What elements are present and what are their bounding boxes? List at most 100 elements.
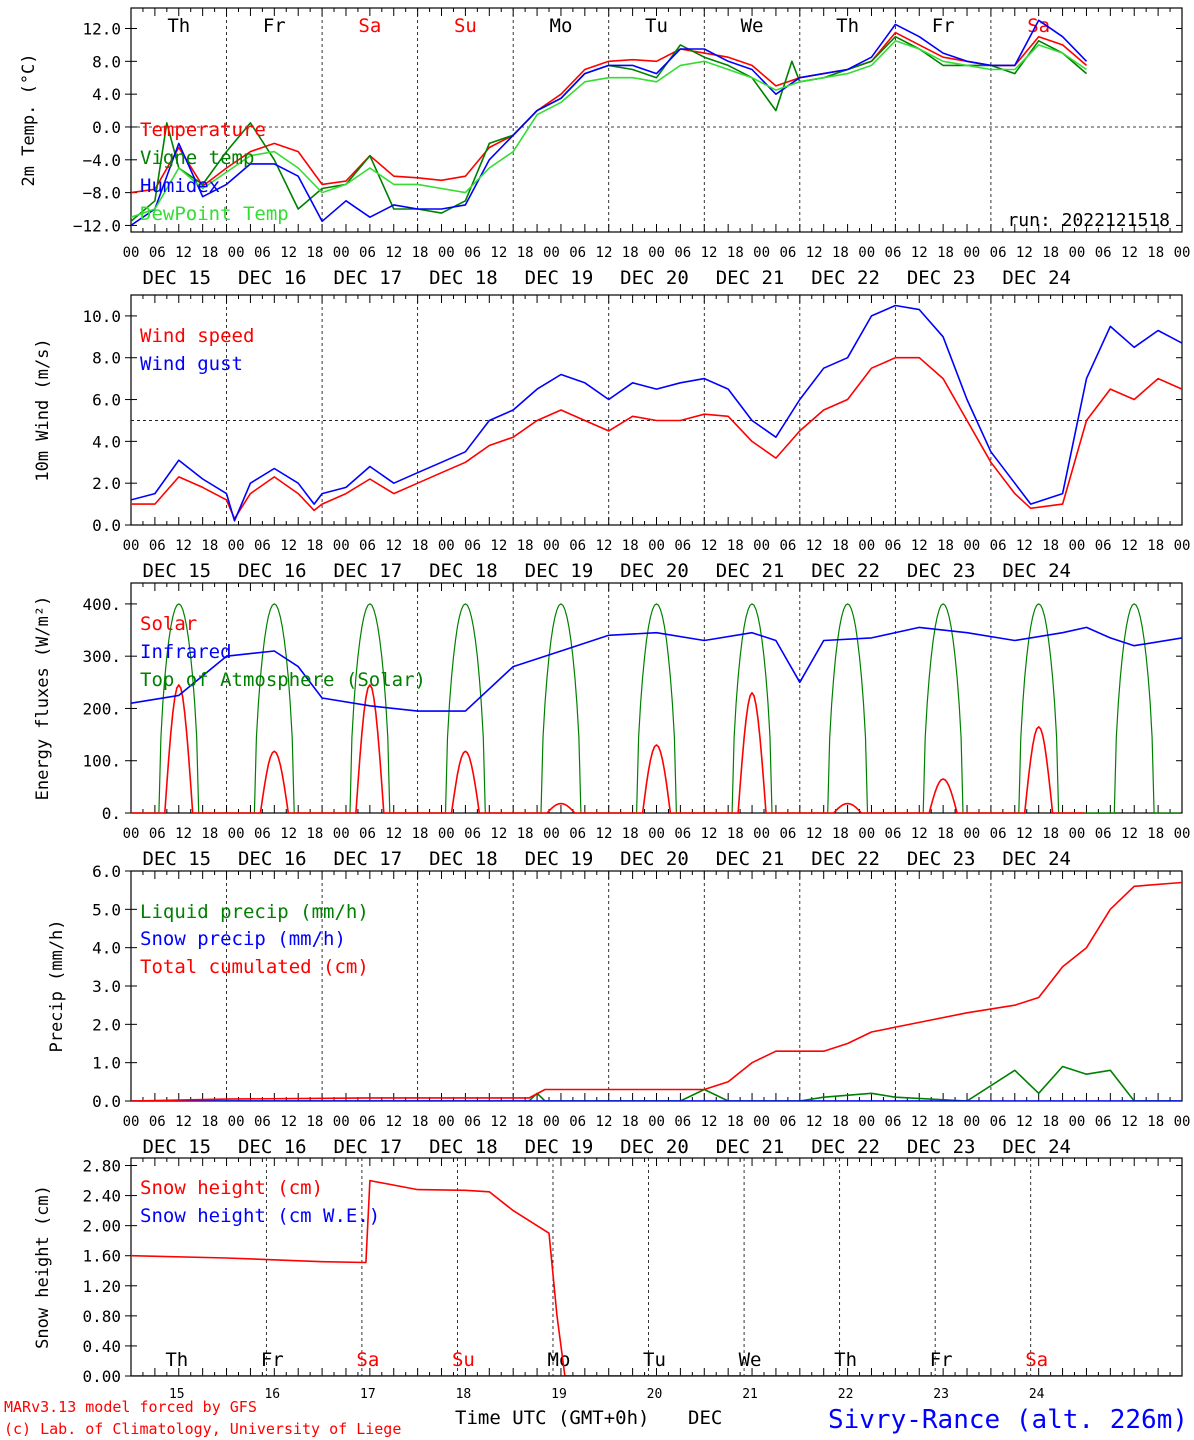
hour-tick-label: 00: [963, 245, 980, 261]
day-label: Th: [836, 15, 859, 37]
hour-tick-label: 00: [228, 826, 245, 842]
hour-tick-label: 18: [306, 538, 323, 554]
hour-tick-label: 12: [280, 538, 297, 554]
y-tick-label: 300.: [82, 647, 121, 666]
y-tick-label: 4.0: [92, 939, 121, 958]
date-label: DEC 15: [142, 848, 211, 870]
y-tick-label: 6.0: [92, 862, 121, 881]
y-tick-label: 0.0: [92, 516, 121, 535]
hour-tick-label: 18: [937, 538, 954, 554]
y-tick-label: 6.0: [92, 391, 121, 410]
date-label: DEC 16: [238, 560, 307, 582]
day-label: Su: [452, 1349, 475, 1371]
date-number-label: 17: [360, 1387, 376, 1402]
hour-tick-label: 00: [123, 826, 140, 842]
date-label: DEC 21: [716, 848, 785, 870]
y-tick-label: 2.40: [82, 1187, 121, 1206]
hour-tick-label: 00: [753, 245, 770, 261]
hour-tick-label: 00: [858, 1114, 875, 1130]
date-label: DEC 22: [811, 560, 880, 582]
y-tick-label: 2.00: [82, 1217, 121, 1236]
legend-entry: Vigne temp: [140, 147, 254, 169]
hour-tick-label: 06: [885, 538, 902, 554]
hour-tick-label: 00: [648, 245, 665, 261]
hour-tick-label: 00: [228, 245, 245, 261]
series-line: [131, 19, 1088, 227]
hour-tick-label: 18: [937, 245, 954, 261]
hour-tick-label: 18: [832, 245, 849, 261]
y-tick-label: 2.0: [92, 474, 121, 493]
hour-tick-label: 18: [201, 245, 218, 261]
hour-tick-label: 00: [123, 1114, 140, 1130]
hour-tick-label: 06: [674, 538, 691, 554]
date-label: DEC 16: [238, 267, 307, 289]
legend-entry: Snow precip (mm/h): [140, 928, 346, 950]
hour-tick-label: 12: [911, 826, 928, 842]
hour-tick-label: 00: [648, 538, 665, 554]
date-label: DEC 20: [620, 1136, 689, 1158]
date-label: DEC 23: [907, 560, 976, 582]
hour-tick-label: 12: [385, 1114, 402, 1130]
date-number-label: 18: [456, 1387, 472, 1402]
hour-tick-label: 18: [412, 538, 429, 554]
hour-tick-label: 00: [543, 538, 560, 554]
hour-tick-label: 18: [832, 826, 849, 842]
hour-tick-label: 06: [149, 538, 166, 554]
day-label: Fr: [932, 15, 955, 37]
credit-line-2: (c) Lab. of Climatology, University of L…: [4, 1420, 401, 1438]
hour-tick-label: 06: [779, 826, 796, 842]
hour-tick-label: 12: [175, 826, 192, 842]
day-label: Tu: [643, 1349, 666, 1371]
hour-tick-label: 18: [1147, 1114, 1164, 1130]
hour-tick-label: 18: [517, 245, 534, 261]
hour-tick-label: 06: [149, 826, 166, 842]
hour-tick-label: 06: [674, 826, 691, 842]
hour-tick-label: 06: [779, 1114, 796, 1130]
hour-tick-label: 06: [674, 245, 691, 261]
hour-tick-label: 18: [937, 1114, 954, 1130]
hour-tick-label: 12: [385, 245, 402, 261]
x-axis-title: Time UTC (GMT+0h): [455, 1407, 649, 1429]
credit-line-1: MARv3.13 model forced by GFS: [4, 1398, 257, 1416]
y-tick-label: 1.0: [92, 1054, 121, 1073]
legend-entry: Total cumulated (cm): [140, 956, 369, 978]
date-number-label: 16: [264, 1387, 280, 1402]
plot-frame: [130, 294, 1183, 526]
date-label: DEC 19: [525, 267, 594, 289]
hour-tick-label: 12: [490, 245, 507, 261]
hour-tick-label: 00: [1174, 1114, 1191, 1130]
date-number-label: 21: [742, 1387, 758, 1402]
run-label: run: 2022121518: [1007, 210, 1170, 231]
hour-tick-label: 18: [412, 826, 429, 842]
y-tick-label: 0.00: [82, 1367, 121, 1386]
hour-tick-label: 06: [885, 826, 902, 842]
date-label: DEC 19: [525, 1136, 594, 1158]
y-tick-label: 4.0: [92, 85, 121, 104]
hour-tick-label: 00: [438, 826, 455, 842]
series-line: [131, 356, 1182, 520]
panel-3: 400. 300. 200. 100. 0. Energy fluxes (W/m²) 00…: [33, 582, 1190, 870]
date-label: DEC 18: [429, 1136, 498, 1158]
hour-tick-label: 12: [701, 245, 718, 261]
hour-tick-label: 12: [911, 1114, 928, 1130]
date-label: DEC 24: [1002, 848, 1071, 870]
date-number-label: 24: [1029, 1387, 1045, 1402]
hour-tick-label: 00: [1068, 1114, 1085, 1130]
x-axis-month: DEC: [688, 1407, 722, 1429]
date-label: DEC 20: [620, 848, 689, 870]
hour-tick-label: 12: [1016, 538, 1033, 554]
hour-tick-label: 06: [254, 245, 271, 261]
hour-tick-label: 12: [175, 245, 192, 261]
legend-entry: Snow height (cm): [140, 1177, 323, 1199]
hour-tick-label: 06: [1095, 538, 1112, 554]
date-label: DEC 23: [907, 267, 976, 289]
legend-entry: Infrared: [140, 641, 232, 663]
date-number-label: 22: [838, 1387, 854, 1402]
hour-tick-label: 18: [622, 245, 639, 261]
hour-tick-label: 00: [753, 826, 770, 842]
hour-tick-label: 12: [1121, 826, 1138, 842]
hour-tick-label: 00: [438, 538, 455, 554]
hour-tick-label: 00: [858, 245, 875, 261]
day-label: Th: [167, 15, 190, 37]
